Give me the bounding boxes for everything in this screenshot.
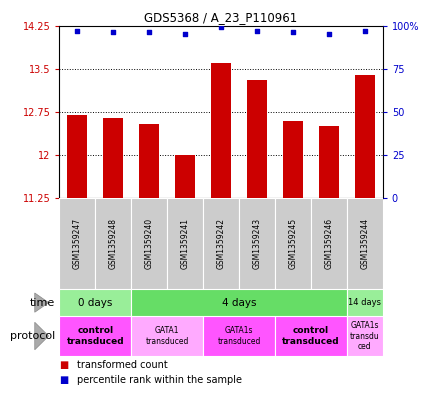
Text: GSM1359246: GSM1359246 bbox=[324, 218, 334, 269]
Point bbox=[290, 29, 297, 36]
Text: GATA1s
transdu
ced: GATA1s transdu ced bbox=[350, 321, 380, 351]
Bar bbox=[139, 123, 159, 198]
Bar bbox=[311, 198, 347, 289]
Bar bbox=[275, 198, 311, 289]
Text: transformed count: transformed count bbox=[77, 360, 168, 369]
Text: GSM1359248: GSM1359248 bbox=[109, 218, 118, 269]
Point bbox=[218, 24, 225, 30]
Text: ■: ■ bbox=[59, 375, 69, 385]
Text: ■: ■ bbox=[59, 360, 69, 369]
Bar bbox=[131, 289, 347, 316]
Bar bbox=[211, 63, 231, 198]
Bar bbox=[203, 198, 239, 289]
Text: time: time bbox=[30, 298, 55, 308]
Bar bbox=[67, 115, 87, 198]
Bar bbox=[239, 198, 275, 289]
Text: GSM1359240: GSM1359240 bbox=[145, 218, 154, 269]
Point bbox=[326, 31, 333, 37]
Bar bbox=[59, 316, 131, 356]
Text: GSM1359245: GSM1359245 bbox=[289, 218, 297, 269]
Text: GSM1359244: GSM1359244 bbox=[360, 218, 369, 269]
Point bbox=[110, 29, 117, 36]
Point bbox=[361, 28, 368, 34]
Text: control
transduced: control transduced bbox=[282, 326, 340, 346]
Bar bbox=[131, 198, 167, 289]
Text: protocol: protocol bbox=[10, 331, 55, 341]
Title: GDS5368 / A_23_P110961: GDS5368 / A_23_P110961 bbox=[144, 11, 298, 24]
Text: GSM1359243: GSM1359243 bbox=[253, 218, 261, 269]
Bar bbox=[347, 316, 383, 356]
Bar bbox=[59, 198, 95, 289]
Point bbox=[253, 28, 260, 34]
Bar bbox=[167, 198, 203, 289]
Polygon shape bbox=[35, 322, 48, 350]
Bar bbox=[95, 198, 131, 289]
Text: GSM1359247: GSM1359247 bbox=[73, 218, 82, 269]
Bar bbox=[283, 121, 303, 198]
Bar bbox=[203, 316, 275, 356]
Text: 14 days: 14 days bbox=[348, 298, 381, 307]
Bar bbox=[319, 127, 339, 198]
Bar bbox=[247, 80, 267, 198]
Bar bbox=[347, 198, 383, 289]
Text: percentile rank within the sample: percentile rank within the sample bbox=[77, 375, 242, 385]
Bar bbox=[59, 289, 131, 316]
Text: 0 days: 0 days bbox=[78, 298, 113, 308]
Bar bbox=[131, 316, 203, 356]
Text: GSM1359242: GSM1359242 bbox=[216, 218, 226, 269]
Bar bbox=[103, 118, 123, 198]
Point bbox=[146, 29, 153, 36]
Bar bbox=[347, 289, 383, 316]
Polygon shape bbox=[35, 293, 48, 312]
Point bbox=[182, 31, 189, 37]
Bar bbox=[355, 75, 375, 198]
Text: 4 days: 4 days bbox=[222, 298, 257, 308]
Bar bbox=[275, 316, 347, 356]
Text: control
transduced: control transduced bbox=[66, 326, 124, 346]
Text: GATA1
transduced: GATA1 transduced bbox=[146, 326, 189, 346]
Text: GSM1359241: GSM1359241 bbox=[181, 218, 190, 269]
Bar bbox=[175, 155, 195, 198]
Point bbox=[74, 28, 81, 34]
Text: GATA1s
transduced: GATA1s transduced bbox=[217, 326, 261, 346]
